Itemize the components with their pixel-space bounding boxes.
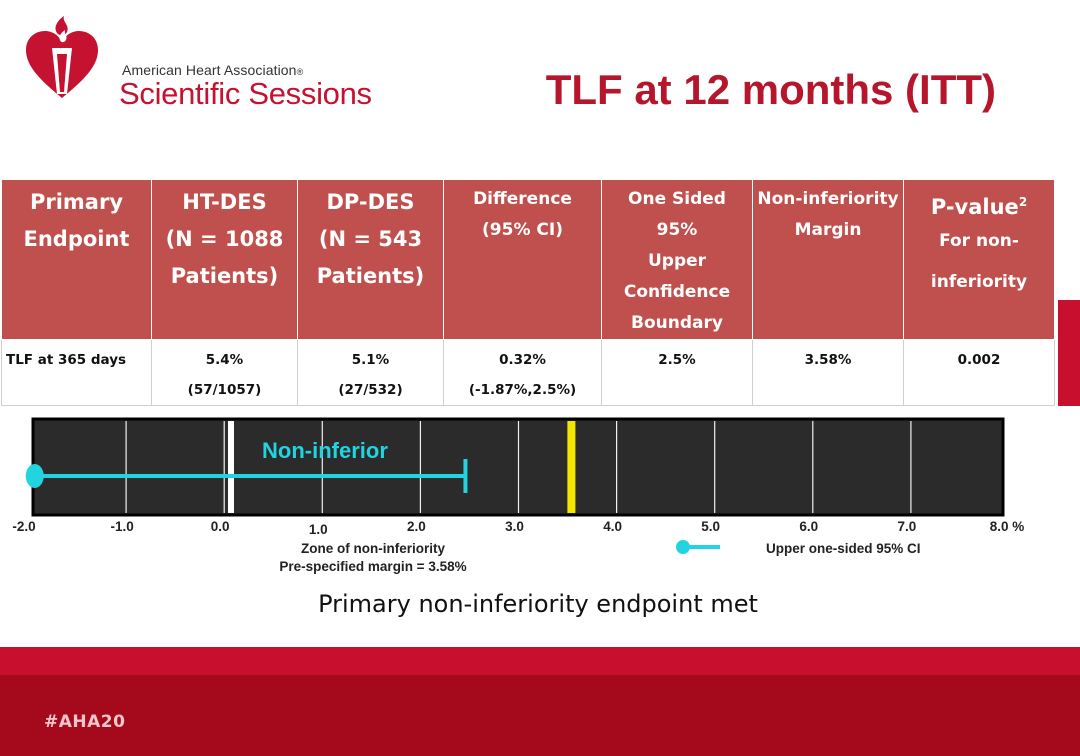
header-ni-margin: Non-inferiority Margin [752, 179, 904, 340]
footer-hashtag: #AHA20 [44, 712, 126, 732]
table-header-row: Primary Endpoint HT-DES (N = 1088 Patien… [1, 179, 1055, 340]
header-difference: Difference (95% CI) [443, 179, 602, 340]
zero-line [228, 421, 235, 513]
cell-pvalue: 0.002 [903, 339, 1055, 406]
org-name: American Heart Association® [122, 62, 304, 78]
tick-label: 3.0 [505, 519, 524, 534]
aha-logo: American Heart Association® Scientific S… [22, 14, 372, 111]
cell-margin: 3.58% [752, 339, 904, 406]
zone-label: Zone of non-inferiority Pre-specified ma… [279, 541, 467, 574]
footer-band-top [0, 647, 1080, 675]
conclusion-text: Primary non-inferiority endpoint met [318, 590, 758, 618]
tick-label: 5.0 [701, 519, 720, 534]
header-primary-endpoint: Primary Endpoint [1, 179, 152, 340]
forest-plot-svg: Non-inferior -2.0 -1.0 0.0 1.0 2.0 3.0 4.0 5.0 6.… [12, 417, 1025, 554]
cell-dp: 5.1% (27/532) [297, 339, 444, 406]
tick-label: -1.0 [110, 519, 133, 534]
header-dp-des: DP-DES (N = 543 Patients) [297, 179, 444, 340]
header-ht-des: HT-DES (N = 1088 Patients) [151, 179, 298, 340]
cell-upper: 2.5% [601, 339, 753, 406]
tick-label: 0.0 [211, 519, 230, 534]
header-upper-boundary: One Sided 95% Upper Confidence Boundary [601, 179, 753, 340]
table-row: TLF at 365 days 5.4% (57/1057) 5.1% (27/53… [1, 339, 1055, 406]
cell-ht: 5.4% (57/1057) [151, 339, 298, 406]
tick-label: 6.0 [799, 519, 818, 534]
side-tab [1058, 300, 1080, 406]
ci-start-dot [25, 464, 44, 488]
heart-torch-icon [26, 16, 98, 98]
header-pvalue: P-value2 For non- inferiority [903, 179, 1055, 340]
footer-band-bottom [0, 675, 1080, 756]
slide-title: TLF at 12 months (ITT) [545, 66, 996, 113]
margin-line [567, 421, 576, 513]
tick-label: 1.0 [309, 522, 328, 537]
legend-label: Upper one-sided 95% CI [766, 541, 921, 556]
cell-diff: 0.32% (-1.87%,2.5%) [443, 339, 602, 406]
sessions-name: Scientific Sessions [119, 76, 372, 111]
tick-label: 4.0 [603, 519, 622, 534]
tick-label: 7.0 [898, 519, 917, 534]
tick-label: 8.0 % [990, 519, 1025, 534]
results-table: Primary Endpoint HT-DES (N = 1088 Patien… [1, 179, 1055, 406]
tick-label: -2.0 [12, 519, 35, 534]
annotation-non-inferior: Non-inferior [262, 438, 388, 463]
row-label: TLF at 365 days [1, 339, 152, 406]
tick-label: 2.0 [407, 519, 426, 534]
forest-plot: Non-inferior -2.0 -1.0 0.0 1.0 2.0 3.0 4.0 5.0 6.… [0, 410, 1080, 590]
legend-marker-dot [676, 540, 690, 554]
